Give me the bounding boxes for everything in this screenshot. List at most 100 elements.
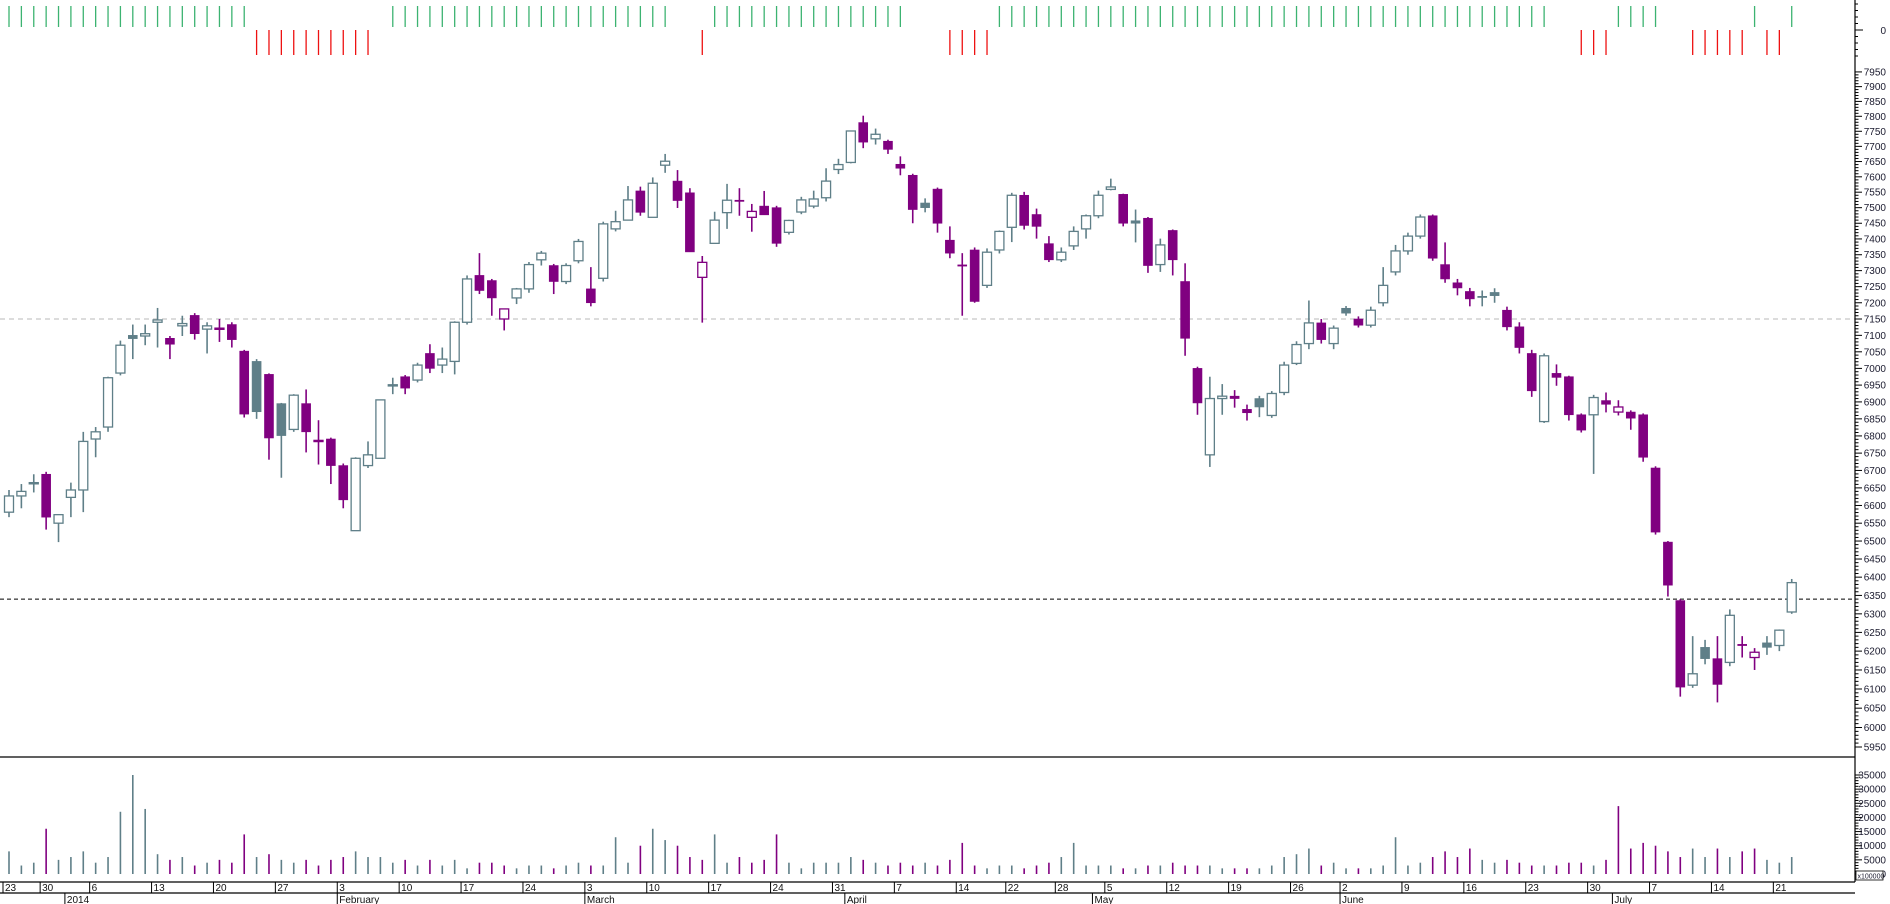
y-tick-label: 7550 [1864, 188, 1887, 199]
candle [301, 389, 311, 453]
candle [932, 187, 943, 233]
candle-body [523, 263, 535, 290]
candle-body [659, 160, 671, 166]
candle-body [177, 322, 188, 327]
y-tick-label: 7450 [1864, 219, 1887, 230]
candle [1700, 639, 1710, 665]
candle [115, 340, 126, 376]
candle [412, 362, 423, 383]
y-tick-label: 7800 [1864, 112, 1887, 123]
candle [1489, 288, 1500, 303]
candle-body [288, 394, 299, 431]
y-tick-label: 7400 [1864, 234, 1887, 245]
candle [1105, 178, 1116, 191]
candle-body [945, 239, 955, 254]
candle [622, 186, 634, 221]
x-day-label: 26 [1293, 883, 1305, 894]
x-month-label: March [587, 895, 615, 904]
candle-body [474, 275, 485, 291]
x-day-label: 10 [401, 883, 413, 894]
candle-body [140, 333, 151, 337]
candle-body [932, 188, 943, 224]
candle [1341, 306, 1351, 316]
candle [1749, 648, 1760, 670]
x-day-label: 2 [1342, 883, 1348, 894]
candle-body [907, 174, 918, 210]
candle-body [276, 403, 287, 436]
candle-body [264, 374, 274, 439]
candle-body [1390, 250, 1401, 273]
candle [1143, 217, 1153, 273]
candle [1390, 244, 1401, 276]
candle [870, 128, 881, 145]
candle-body [487, 280, 497, 299]
candle [796, 196, 807, 215]
candle-body [1130, 220, 1141, 224]
volume-multiplier-label: x100000 [1858, 874, 1885, 881]
candle-body [1353, 318, 1364, 326]
candle [1217, 384, 1228, 415]
candle-body [375, 399, 386, 459]
candle [53, 514, 64, 543]
x-day-label: 3 [339, 883, 345, 894]
candle-body [189, 315, 200, 335]
candle-body [449, 321, 460, 363]
y-tick-label: 6650 [1864, 483, 1887, 494]
volume-tick-label: 0 [1880, 870, 1886, 881]
candle [1180, 263, 1190, 356]
candle-body [387, 384, 398, 387]
candle-body [425, 353, 435, 369]
candle [1564, 375, 1574, 421]
volume-tick-label: 30000 [1858, 785, 1886, 796]
candle-body [1266, 392, 1277, 417]
candle-body [957, 264, 968, 267]
x-day-label: 20 [215, 883, 227, 894]
price-axis: 0 7950 7900 7850 7800 7750 7700 7650 7600 7550 750… [0, 0, 1886, 882]
candle [449, 321, 460, 375]
candle-body [1675, 600, 1686, 688]
candle [1526, 349, 1537, 397]
y-tick-label: 6300 [1864, 609, 1887, 620]
candle-body [1118, 194, 1128, 224]
candle [1266, 391, 1277, 418]
candle [523, 262, 535, 293]
x-day-label: 23 [5, 883, 17, 894]
candle [1440, 242, 1450, 283]
y-tick-label: 7050 [1864, 347, 1887, 358]
candle [1254, 395, 1265, 418]
y-tick-label: 6400 [1864, 573, 1887, 584]
x-day-label: 27 [277, 883, 289, 894]
y-tick-label: 6000 [1864, 723, 1887, 734]
candle [945, 226, 955, 259]
candle [1130, 209, 1141, 243]
candle [487, 278, 497, 316]
candle-body [1155, 244, 1166, 266]
candle [227, 322, 237, 348]
candle [201, 322, 213, 354]
candle [598, 221, 609, 282]
candle-body [400, 376, 410, 389]
x-day-label: 24 [773, 883, 785, 894]
date-axis: 23 30 6 13 20 27 3 10 17 24 3 10 17 24 31 7 14 22 28 5 12 19 2… [0, 881, 1855, 904]
candle [994, 230, 1005, 254]
candle-body [412, 364, 423, 381]
candle-body [820, 180, 832, 199]
candle-body [697, 261, 708, 278]
candle [326, 437, 336, 485]
candle [362, 441, 374, 469]
candle-body [746, 210, 757, 218]
candle [808, 190, 819, 209]
candle-body [1663, 541, 1673, 586]
candle-body [1762, 642, 1772, 648]
candle-body [1192, 368, 1203, 404]
candle-body [1588, 396, 1599, 416]
y-tick-label: 6550 [1864, 519, 1887, 530]
candle-body [1712, 658, 1723, 685]
candle-body [214, 327, 225, 330]
candle-body [647, 182, 658, 218]
candle-body [1341, 307, 1351, 314]
candle-body [227, 324, 237, 340]
candle-body [511, 288, 522, 299]
volume-tick-label: 5000 [1864, 855, 1887, 866]
